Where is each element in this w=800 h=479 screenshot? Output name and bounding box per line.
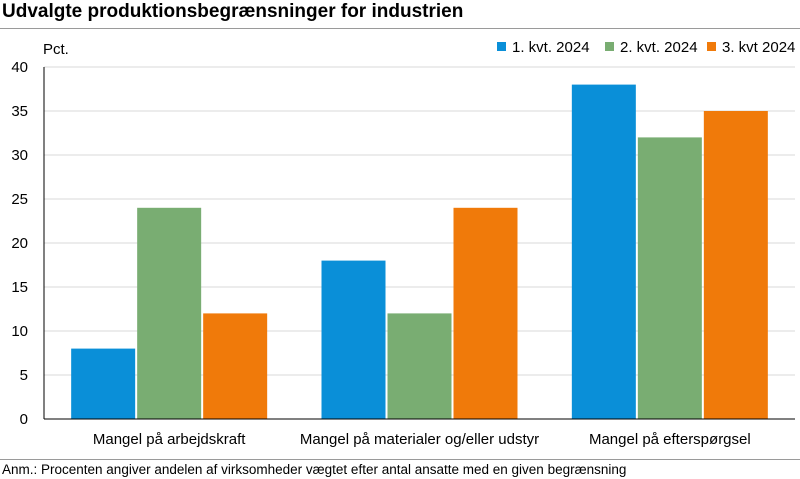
x-tick-label: Mangel på materialer og/eller udstyr [300, 431, 539, 448]
bar [453, 207, 518, 419]
legend-swatch [707, 42, 716, 51]
y-axis-label: Pct. [43, 41, 69, 58]
bar [571, 84, 636, 419]
bar [703, 111, 768, 419]
y-tick-label: 30 [11, 147, 28, 164]
bar [203, 313, 268, 419]
bar [387, 313, 452, 419]
y-tick-label: 20 [11, 235, 28, 252]
legend-label: 1. kvt. 2024 [512, 39, 590, 56]
x-tick-label: Mangel på arbejdskraft [93, 431, 246, 448]
y-tick-label: 10 [11, 323, 28, 340]
bar [71, 348, 136, 419]
legend-label: 3. kvt 2024 [722, 39, 795, 56]
bar [637, 137, 702, 419]
footer-divider [0, 459, 800, 460]
chart-note: Anm.: Procenten angiver andelen af virks… [2, 462, 627, 477]
y-tick-label: 0 [20, 411, 28, 428]
y-tick-label: 15 [11, 279, 28, 296]
bar [137, 207, 202, 419]
chart-title: Udvalgte produktionsbegrænsninger for in… [2, 1, 464, 22]
title-divider [0, 28, 800, 29]
legend-swatch [605, 42, 614, 51]
y-tick-label: 5 [20, 367, 28, 384]
x-tick-label: Mangel på efterspørgsel [589, 431, 751, 448]
legend-swatch [497, 42, 506, 51]
bar-chart: 0 5 10 15 20 25 30 35 40 Pct. Mangel på arbejdskra… [11, 39, 795, 448]
y-tick-label: 25 [11, 191, 28, 208]
legend-label: 2. kvt. 2024 [620, 39, 698, 56]
y-tick-label: 35 [11, 103, 28, 120]
bar [321, 260, 386, 419]
y-tick-label: 40 [11, 59, 28, 76]
